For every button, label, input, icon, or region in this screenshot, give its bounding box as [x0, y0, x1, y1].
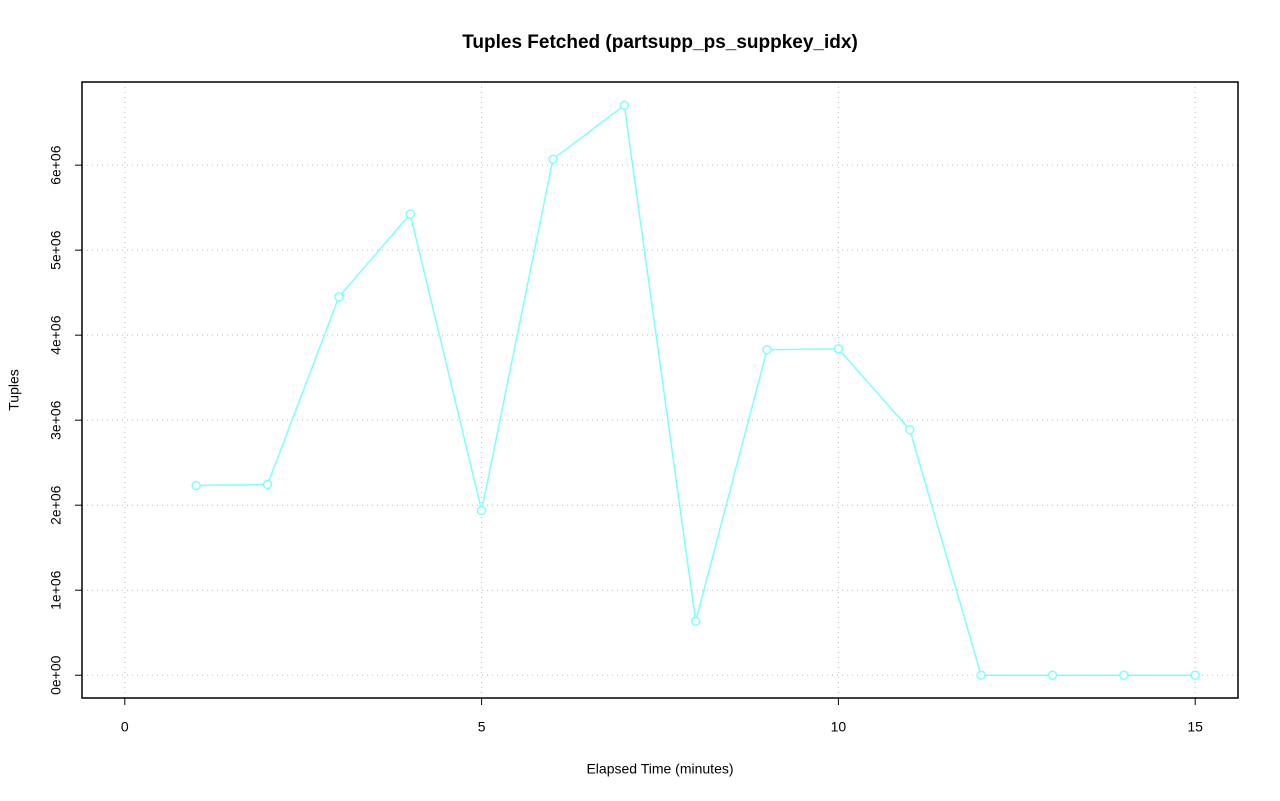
- y-axis-label: Tuples: [6, 369, 22, 411]
- data-point: [262, 479, 273, 490]
- data-point: [334, 292, 344, 302]
- data-point: [690, 616, 701, 627]
- data-point: [619, 100, 630, 111]
- data-point: [476, 505, 487, 516]
- y-tick-label: 0e+00: [48, 655, 64, 695]
- y-tick-label: 1e+06: [48, 570, 64, 610]
- data-line: [196, 103, 1196, 676]
- plot-frame: [81, 81, 1239, 699]
- x-tick-label: 5: [478, 719, 486, 735]
- data-point: [191, 480, 201, 491]
- data-point: [1190, 670, 1200, 680]
- x-tick-label: 10: [831, 719, 847, 735]
- y-tick-label: 4e+06: [48, 315, 64, 355]
- y-tick-label: 6e+06: [48, 145, 64, 185]
- data-point: [1119, 670, 1129, 680]
- data-point: [762, 345, 772, 355]
- y-tick-label: 2e+06: [48, 485, 64, 525]
- data-point: [833, 344, 844, 354]
- x-tick-label: 0: [121, 719, 129, 735]
- y-tick-label: 3e+06: [48, 400, 64, 440]
- data-point: [905, 424, 915, 435]
- chart-title: Tuples Fetched (partsupp_ps_suppkey_idx): [462, 32, 858, 53]
- data-point: [405, 209, 415, 219]
- y-tick-label: 5e+06: [48, 230, 64, 270]
- data-point: [548, 154, 558, 164]
- data-point: [976, 670, 986, 680]
- x-axis-label: Elapsed Time (minutes): [586, 761, 733, 777]
- x-tick-label: 15: [1187, 719, 1203, 735]
- data-point: [1047, 670, 1058, 680]
